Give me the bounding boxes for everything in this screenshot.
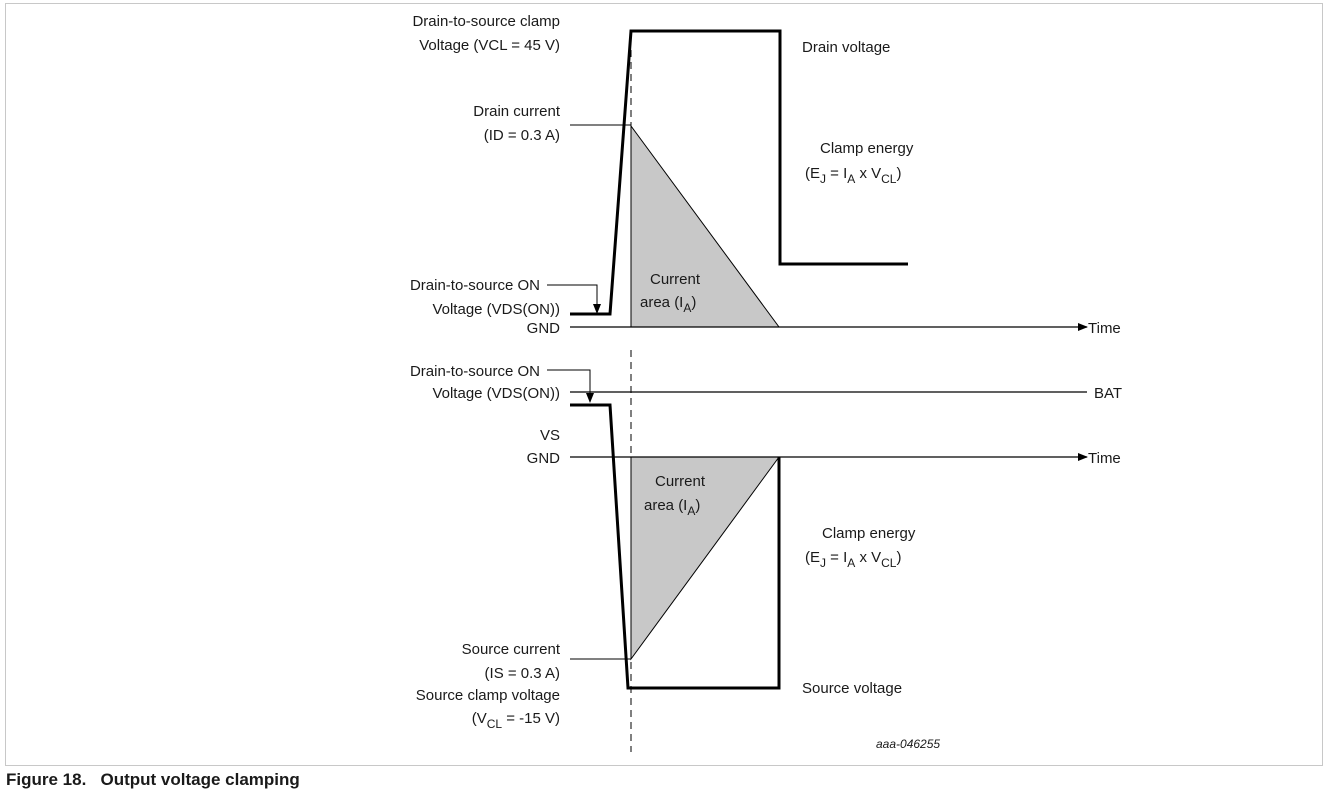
- drain-voltage-label: Drain voltage: [802, 39, 890, 56]
- drain-current-label-line2: (ID = 0.3 A): [484, 127, 560, 144]
- source-clamp-label-line2: (VCL = -15 V): [472, 710, 560, 731]
- bottom-gnd-label: GND: [527, 450, 561, 467]
- bottom-current-area-label-line2: area (IA): [644, 497, 700, 518]
- vs-label: VS: [540, 427, 560, 444]
- source-voltage-waveform: [570, 403, 781, 690]
- figure-number: Figure 18.: [6, 770, 87, 789]
- bottom-vds-on-leader: [547, 369, 594, 403]
- drain-voltage-waveform: [570, 29, 908, 316]
- clamp-voltage-label-line2: Voltage (VCL = 45 V): [419, 37, 560, 54]
- figure-code: aaa-046255: [876, 737, 940, 751]
- top-time-label: Time: [1088, 320, 1121, 337]
- bottom-current-area-label-line1: Current: [655, 473, 706, 490]
- clamping-diagram: Drain-to-source clamp Voltage (VCL = 45 …: [410, 13, 1122, 752]
- bat-label: BAT: [1094, 385, 1122, 402]
- bottom-vds-on-label-line1: Drain-to-source ON: [410, 363, 540, 380]
- top-vds-on-label-line1: Drain-to-source ON: [410, 277, 540, 294]
- bottom-diagram: Drain-to-source ON Voltage (VDS(ON)) BAT…: [410, 350, 1122, 752]
- top-clamp-energy-label-line2: (EJ = IA x VCL): [805, 165, 901, 186]
- bottom-clamp-energy-label-line1: Clamp energy: [822, 525, 916, 542]
- top-diagram: Drain-to-source clamp Voltage (VCL = 45 …: [410, 13, 1121, 337]
- source-current-label-line1: Source current: [462, 641, 561, 658]
- top-clamp-energy-label-line1: Clamp energy: [820, 140, 914, 157]
- figure-frame: [5, 3, 1323, 766]
- top-gnd-label: GND: [527, 320, 561, 337]
- figure-title: Output voltage clamping: [100, 770, 300, 789]
- top-current-area-label-line1: Current: [650, 271, 701, 288]
- bottom-time-label: Time: [1088, 450, 1121, 467]
- bottom-vds-on-label-line2: Voltage (VDS(ON)): [432, 385, 560, 402]
- source-clamp-label-line1: Source clamp voltage: [416, 687, 560, 704]
- source-current-label-line2: (IS = 0.3 A): [485, 665, 560, 682]
- figure-caption: Figure 18. Output voltage clamping: [6, 770, 300, 790]
- clamp-voltage-label-line1: Drain-to-source clamp: [412, 13, 560, 30]
- bottom-clamp-energy-label-line2: (EJ = IA x VCL): [805, 549, 901, 570]
- drain-current-label-line1: Drain current: [473, 103, 561, 120]
- top-current-area-label-line2: area (IA): [640, 294, 696, 315]
- top-vds-on-label-line2: Voltage (VDS(ON)): [432, 301, 560, 318]
- source-voltage-label: Source voltage: [802, 680, 902, 697]
- top-vds-on-leader: [547, 284, 601, 314]
